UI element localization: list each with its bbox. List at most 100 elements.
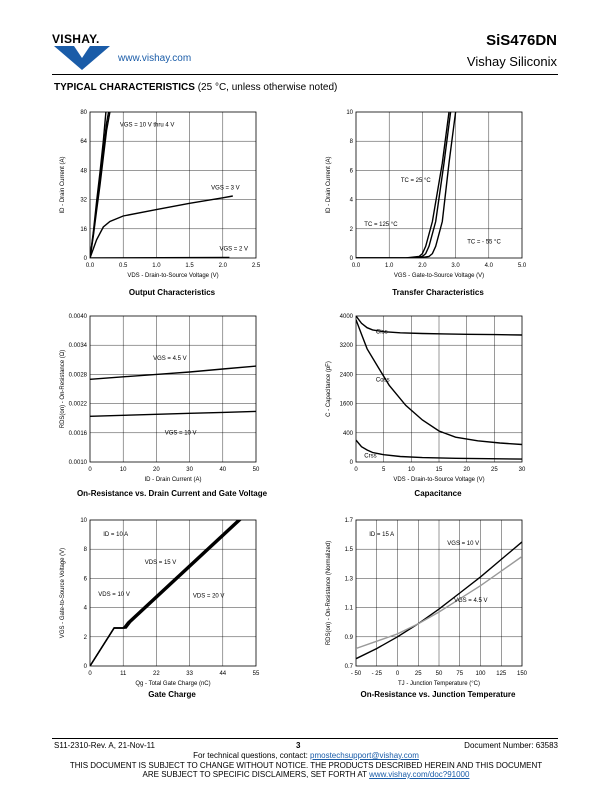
x-axis-label: VDS - Drain-to-Source Voltage (V) [393, 477, 484, 483]
series-line [90, 410, 256, 417]
series-line [356, 541, 522, 660]
x-axis-label: VDS - Drain-to-Source Voltage (V) [127, 273, 218, 279]
y-axis-label: ID - Drain Current (A) [326, 156, 332, 213]
y-tick-label: 4 [84, 606, 88, 612]
x-axis-label: VGS - Gate-to-Source Voltage (V) [394, 273, 484, 279]
y-axis-label: C - Capacitance (pF) [326, 361, 332, 417]
annotation-label: Crss [364, 454, 376, 460]
y-tick-label: 80 [80, 110, 87, 116]
annotation-label: VGS = 10 V [165, 430, 197, 436]
on-resistance-vs-temperature-chart: - 50 - 25 0 25 50 75 100 125 150 0.7 0.9 1.1 1.3 1.5 1… [326, 518, 528, 687]
series-line [90, 256, 230, 258]
x-tick-label: 5 [382, 467, 386, 473]
x-tick-label: 30 [519, 467, 526, 473]
annotation-label: VDS = 15 V [145, 560, 177, 566]
x-tick-label: 1.0 [385, 263, 394, 269]
y-tick-label: 0.0022 [69, 402, 88, 408]
header-rule [52, 74, 558, 75]
section-condition: (25 °C, unless otherwise noted) [197, 82, 338, 93]
x-tick-label: 1.0 [152, 263, 161, 269]
y-tick-label: 0 [350, 256, 354, 262]
annotation-label: TC = 125 °C [364, 222, 398, 228]
x-axis-label: TJ - Junction Temperature (°C) [398, 681, 480, 687]
document-number: Document Number: 63583 [464, 741, 558, 750]
series-line [356, 319, 522, 446]
annotation-label: VGS = 4.5 V [153, 356, 187, 362]
x-tick-label: 75 [456, 671, 463, 677]
y-tick-label: 0.0016 [69, 431, 88, 437]
disclaimer-link[interactable]: www.vishay.com/doc?91000 [369, 770, 470, 779]
y-tick-label: 6 [350, 168, 354, 174]
caption-capacitance: Capacitance [414, 489, 462, 498]
y-tick-label: 4 [350, 198, 354, 204]
output-characteristics-chart: 0.0 0.5 1.0 1.5 2.0 2.5 0 16 32 48 64 80 VDS - Drain… [60, 110, 261, 279]
support-email-link[interactable]: pmostechsupport@vishay.com [310, 751, 419, 760]
y-tick-label: 2 [84, 635, 88, 641]
annotation-label: VDS = 10 V [98, 592, 130, 598]
x-tick-label: 25 [415, 671, 422, 677]
y-tick-label: 16 [80, 227, 87, 233]
y-axis-label: VGS - Gate-to-Source Voltage (V) [60, 548, 66, 638]
disclaimer-line-1: THIS DOCUMENT IS SUBJECT TO CHANGE WITHO… [69, 761, 543, 770]
x-tick-label: 22 [153, 671, 160, 677]
y-tick-label: 0.0010 [69, 460, 88, 466]
y-tick-label: 8 [350, 139, 354, 145]
annotation-label: Ciss [376, 330, 388, 336]
section-title: TYPICAL CHARACTERISTICS (25 °C, unless o… [54, 82, 337, 93]
annotation-label: TC = 25 °C [401, 178, 432, 184]
y-tick-label: 0 [84, 664, 88, 670]
y-tick-label: 1.1 [345, 606, 354, 612]
series-line [356, 555, 522, 650]
x-tick-label: 11 [120, 671, 127, 677]
series-line [90, 365, 256, 380]
x-tick-label: 1.5 [185, 263, 194, 269]
capacitance-chart: 0 5 10 15 20 25 30 0 400 1600 2400 3200 4000 VDS - Dr… [326, 314, 526, 483]
annotation-label: VGS = 4.5 V [454, 598, 488, 604]
y-tick-label: 32 [80, 198, 87, 204]
y-tick-label: 10 [346, 110, 353, 116]
x-tick-label: 0.5 [119, 263, 128, 269]
x-tick-label: 0 [88, 467, 92, 473]
annotation-label: VGS = 10 V [447, 541, 479, 547]
x-tick-label: 5.0 [518, 263, 527, 269]
brand-name: VISHAY. [52, 32, 100, 46]
series-line [356, 439, 522, 460]
x-tick-label: 4.0 [485, 263, 494, 269]
x-tick-label: 0.0 [86, 263, 95, 269]
caption-gate-charge: Gate Charge [148, 690, 196, 699]
disclaimer-line-2: ARE SUBJECT TO SPECIFIC DISCLAIMERS, SET… [54, 770, 558, 779]
x-tick-label: 0.0 [352, 263, 361, 269]
caption-rdson-temperature: On-Resistance vs. Junction Temperature [360, 690, 516, 699]
website-link[interactable]: www.vishay.com [118, 53, 192, 64]
series-line [90, 520, 242, 666]
y-axis-label: RDS(on) - On-Resistance (Normalized) [326, 541, 332, 645]
transfer-characteristics-chart: 0.0 1.0 2.0 3.0 4.0 5.0 0 2 4 6 8 10 VGS - Gate-to-S… [326, 110, 527, 279]
x-tick-label: 2.5 [252, 263, 261, 269]
x-tick-label: 0 [396, 671, 400, 677]
y-tick-label: 1600 [340, 402, 354, 408]
vishay-logo [54, 46, 110, 70]
x-tick-label: 33 [186, 671, 193, 677]
y-tick-label: 10 [80, 518, 87, 524]
caption-output: Output Characteristics [128, 288, 216, 297]
page-number: 3 [296, 741, 301, 750]
x-tick-label: 30 [186, 467, 193, 473]
annotation-label: TC = - 55 °C [467, 239, 501, 245]
y-tick-label: 0.7 [345, 664, 354, 670]
plot-frame [89, 111, 257, 259]
x-tick-label: 50 [436, 671, 443, 677]
annotation-label: VGS = 3 V [211, 185, 240, 191]
y-tick-label: 0.0040 [69, 314, 88, 320]
company-name: Vishay Siliconix [466, 54, 557, 69]
x-tick-label: 2.0 [418, 263, 427, 269]
x-axis-label: ID - Drain Current (A) [144, 477, 201, 483]
x-tick-label: 10 [120, 467, 127, 473]
part-number: SiS476DN [486, 32, 557, 49]
x-tick-label: 20 [463, 467, 470, 473]
y-tick-label: 0.0034 [69, 343, 88, 349]
y-axis-label: ID - Drain Current (A) [60, 156, 66, 213]
x-tick-label: 100 [475, 671, 486, 677]
y-tick-label: 6 [84, 576, 88, 582]
x-tick-label: 150 [517, 671, 528, 677]
x-tick-label: - 50 [351, 671, 362, 677]
